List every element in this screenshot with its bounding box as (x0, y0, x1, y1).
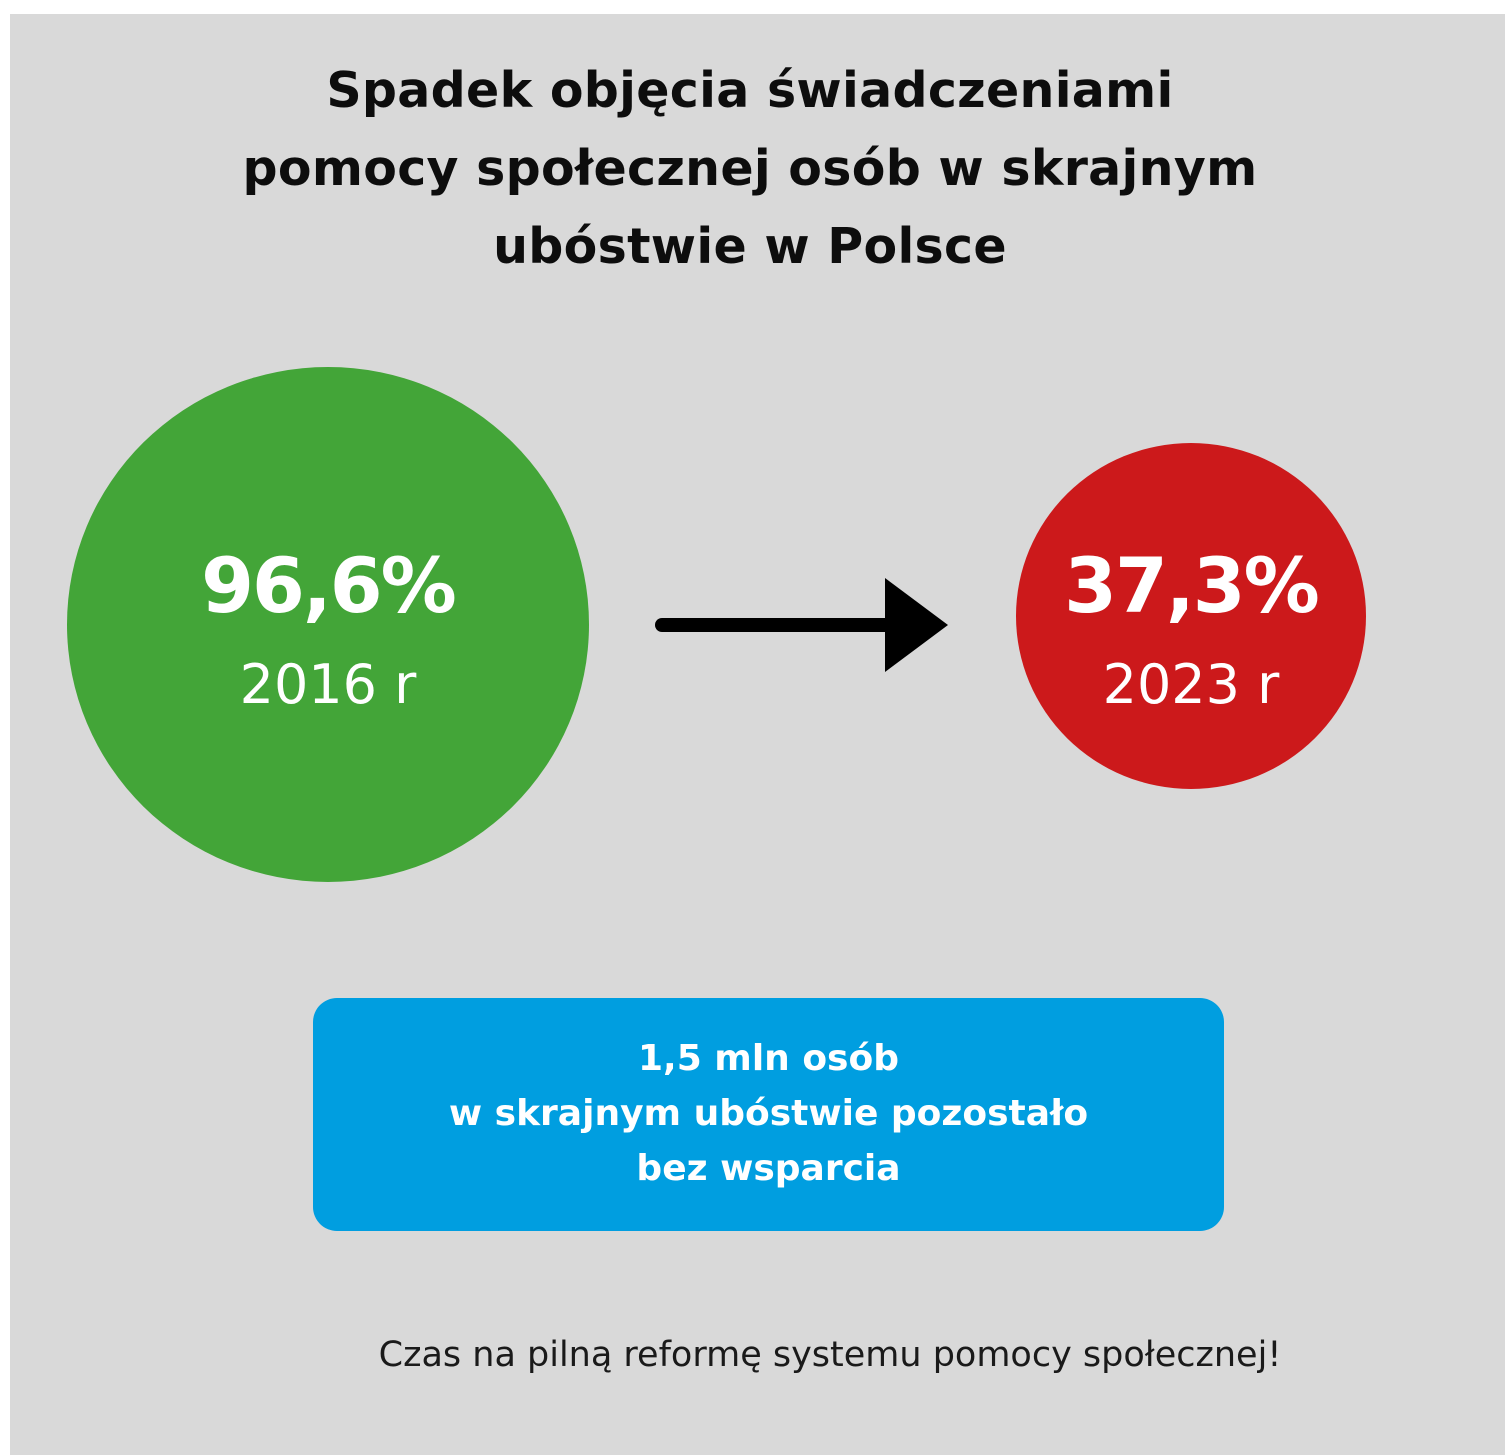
right-arrow-icon (650, 578, 955, 678)
summary-banner: 1,5 mln osób w skrajnym ubóstwie pozosta… (313, 998, 1224, 1231)
infographic-title: Spadek objęcia świadczeniami pomocy społ… (0, 52, 1500, 286)
percent-2016: 96,6% (67, 548, 589, 624)
banner-line-1: 1,5 mln osób (313, 1031, 1224, 1086)
footer-call-to-action: Czas na pilną reformę systemu pomocy spo… (0, 1330, 1505, 1380)
title-line-2: pomocy społecznej osób w skrajnym (0, 130, 1500, 208)
title-line-3: ubóstwie w Polsce (0, 208, 1500, 286)
year-2016: 2016 r (67, 658, 589, 712)
percent-2023: 37,3% (1016, 548, 1366, 624)
banner-line-2: w skrajnym ubóstwie pozostało (313, 1086, 1224, 1141)
year-2023: 2023 r (1016, 658, 1366, 712)
title-line-1: Spadek objęcia świadczeniami (0, 52, 1500, 130)
banner-line-3: bez wsparcia (313, 1141, 1224, 1196)
banner-text: 1,5 mln osób w skrajnym ubóstwie pozosta… (313, 1031, 1224, 1196)
